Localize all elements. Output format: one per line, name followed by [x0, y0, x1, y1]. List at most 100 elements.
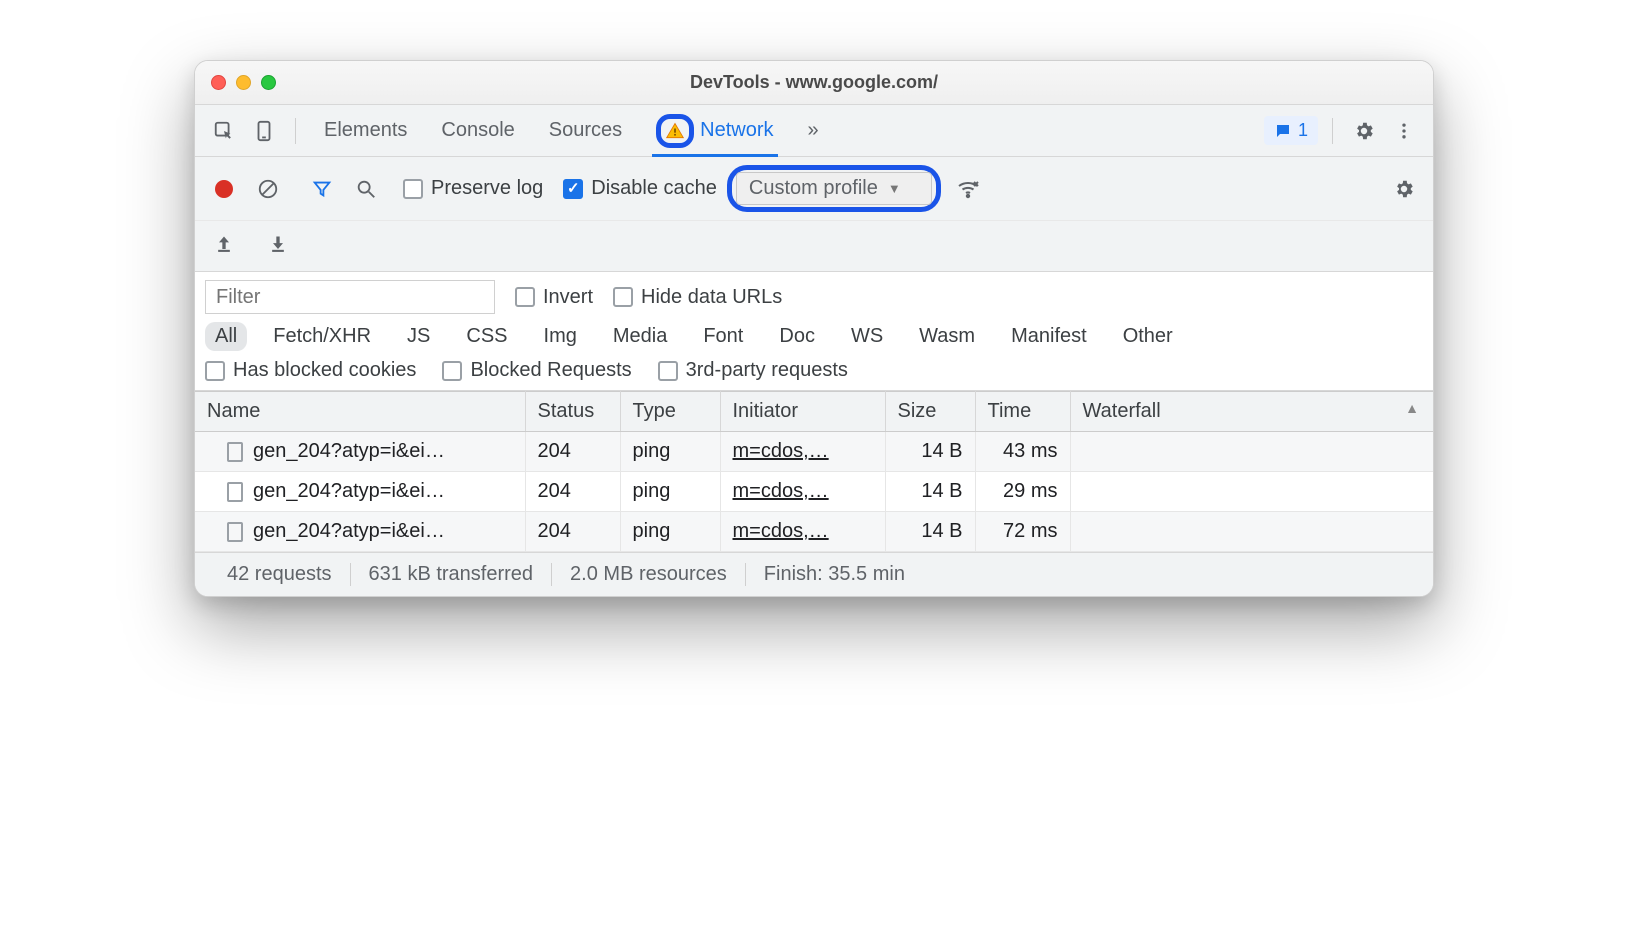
filter-toggle-button[interactable]	[305, 172, 339, 206]
cell-initiator[interactable]: m=cdos,…	[720, 472, 885, 512]
tab-label: Sources	[549, 119, 622, 142]
cell-name: gen_204?atyp=i&ei…	[195, 472, 525, 512]
type-chip-all[interactable]: All	[205, 322, 247, 351]
cell-waterfall	[1070, 432, 1433, 472]
preserve-log-option[interactable]: Preserve log	[403, 177, 543, 200]
third-party-checkbox[interactable]	[658, 361, 678, 381]
tab-elements[interactable]: Elements	[310, 105, 421, 156]
chevron-down-icon: ▼	[888, 181, 901, 196]
type-chip-css[interactable]: CSS	[456, 322, 517, 351]
main-tabs: Elements Console Sources Network » 1	[195, 105, 1433, 157]
status-requests: 42 requests	[209, 563, 350, 586]
has-blocked-cookies-option[interactable]: Has blocked cookies	[205, 359, 416, 382]
chevrons-icon: »	[808, 119, 819, 142]
tabs-overflow[interactable]: »	[794, 105, 833, 156]
type-chip-manifest[interactable]: Manifest	[1001, 322, 1097, 351]
search-icon	[355, 178, 377, 200]
type-chip-media[interactable]: Media	[603, 322, 677, 351]
type-chip-doc[interactable]: Doc	[769, 322, 825, 351]
tab-label: Network	[700, 119, 773, 142]
col-header-type[interactable]: Type	[620, 392, 720, 432]
has-blocked-cookies-checkbox[interactable]	[205, 361, 225, 381]
devtools-window: DevTools - www.google.com/ Elements Cons…	[194, 60, 1434, 597]
filter-type-chips: All Fetch/XHR JS CSS Img Media Font Doc WS Wasm Ma…	[205, 322, 1423, 351]
type-chip-js[interactable]: JS	[397, 322, 440, 351]
export-har-button[interactable]	[207, 227, 241, 261]
col-header-name[interactable]: Name	[195, 392, 525, 432]
third-party-option[interactable]: 3rd-party requests	[658, 359, 848, 382]
col-header-size[interactable]: Size	[885, 392, 975, 432]
invert-option[interactable]: Invert	[515, 286, 593, 309]
col-header-waterfall[interactable]: Waterfall▲	[1070, 392, 1433, 432]
tab-label: Console	[441, 119, 514, 142]
import-har-button[interactable]	[261, 227, 295, 261]
invert-label: Invert	[543, 286, 593, 309]
more-menu-icon[interactable]	[1387, 114, 1421, 148]
inspect-element-icon[interactable]	[207, 114, 241, 148]
type-chip-wasm[interactable]: Wasm	[909, 322, 985, 351]
cell-size: 14 B	[885, 432, 975, 472]
cell-initiator[interactable]: m=cdos,…	[720, 432, 885, 472]
record-icon	[215, 180, 233, 198]
table-row[interactable]: gen_204?atyp=i&ei…204pingm=cdos,…14 B29 …	[195, 472, 1433, 512]
hide-data-urls-checkbox[interactable]	[613, 287, 633, 307]
tab-console[interactable]: Console	[427, 105, 528, 156]
tab-sources[interactable]: Sources	[535, 105, 636, 156]
window-title: DevTools - www.google.com/	[195, 72, 1433, 93]
network-conditions-icon[interactable]	[951, 172, 985, 206]
cell-name: gen_204?atyp=i&ei…	[195, 432, 525, 472]
col-header-initiator[interactable]: Initiator	[720, 392, 885, 432]
file-icon	[227, 442, 243, 462]
status-transferred: 631 kB transferred	[350, 563, 552, 586]
cell-status: 204	[525, 432, 620, 472]
preserve-log-checkbox[interactable]	[403, 179, 423, 199]
clear-button[interactable]	[251, 172, 285, 206]
device-toolbar-icon[interactable]	[247, 114, 281, 148]
hide-data-urls-option[interactable]: Hide data URLs	[613, 286, 782, 309]
table-header-row: Name Status Type Initiator Size Time Wat…	[195, 392, 1433, 432]
tab-network[interactable]: Network	[642, 105, 787, 156]
divider	[295, 118, 296, 144]
invert-checkbox[interactable]	[515, 287, 535, 307]
message-icon	[1274, 122, 1292, 140]
download-icon	[268, 234, 288, 254]
issues-badge[interactable]: 1	[1264, 116, 1318, 145]
blocked-requests-checkbox[interactable]	[442, 361, 462, 381]
sort-caret-icon: ▲	[1405, 400, 1419, 416]
upload-icon	[214, 234, 234, 254]
clear-icon	[257, 178, 279, 200]
blocked-requests-option[interactable]: Blocked Requests	[442, 359, 631, 382]
warning-highlight	[656, 114, 694, 148]
cell-time: 43 ms	[975, 432, 1070, 472]
cell-time: 29 ms	[975, 472, 1070, 512]
col-header-time[interactable]: Time	[975, 392, 1070, 432]
disable-cache-checkbox[interactable]	[563, 179, 583, 199]
file-icon	[227, 482, 243, 502]
filter-input[interactable]	[205, 280, 495, 314]
type-chip-ws[interactable]: WS	[841, 322, 893, 351]
table-row[interactable]: gen_204?atyp=i&ei…204pingm=cdos,…14 B72 …	[195, 512, 1433, 552]
type-chip-other[interactable]: Other	[1113, 322, 1183, 351]
preserve-log-label: Preserve log	[431, 177, 543, 200]
status-resources: 2.0 MB resources	[551, 563, 745, 586]
third-party-label: 3rd-party requests	[686, 359, 848, 382]
type-chip-img[interactable]: Img	[534, 322, 587, 351]
network-settings-gear-icon[interactable]	[1387, 172, 1421, 206]
type-chip-font[interactable]: Font	[693, 322, 753, 351]
table-row[interactable]: gen_204?atyp=i&ei…204pingm=cdos,…14 B43 …	[195, 432, 1433, 472]
cell-type: ping	[620, 472, 720, 512]
status-finish: Finish: 35.5 min	[745, 563, 923, 586]
type-chip-fetch-xhr[interactable]: Fetch/XHR	[263, 322, 381, 351]
record-button[interactable]	[207, 172, 241, 206]
search-button[interactable]	[349, 172, 383, 206]
col-header-status[interactable]: Status	[525, 392, 620, 432]
cell-initiator[interactable]: m=cdos,…	[720, 512, 885, 552]
status-bar: 42 requests 631 kB transferred 2.0 MB re…	[195, 552, 1433, 596]
network-toolbar-secondary	[195, 221, 1433, 272]
cell-waterfall	[1070, 472, 1433, 512]
cell-status: 204	[525, 472, 620, 512]
file-icon	[227, 522, 243, 542]
throttling-select[interactable]: Custom profile ▼	[736, 172, 932, 205]
settings-gear-icon[interactable]	[1347, 114, 1381, 148]
disable-cache-option[interactable]: Disable cache	[563, 177, 717, 200]
